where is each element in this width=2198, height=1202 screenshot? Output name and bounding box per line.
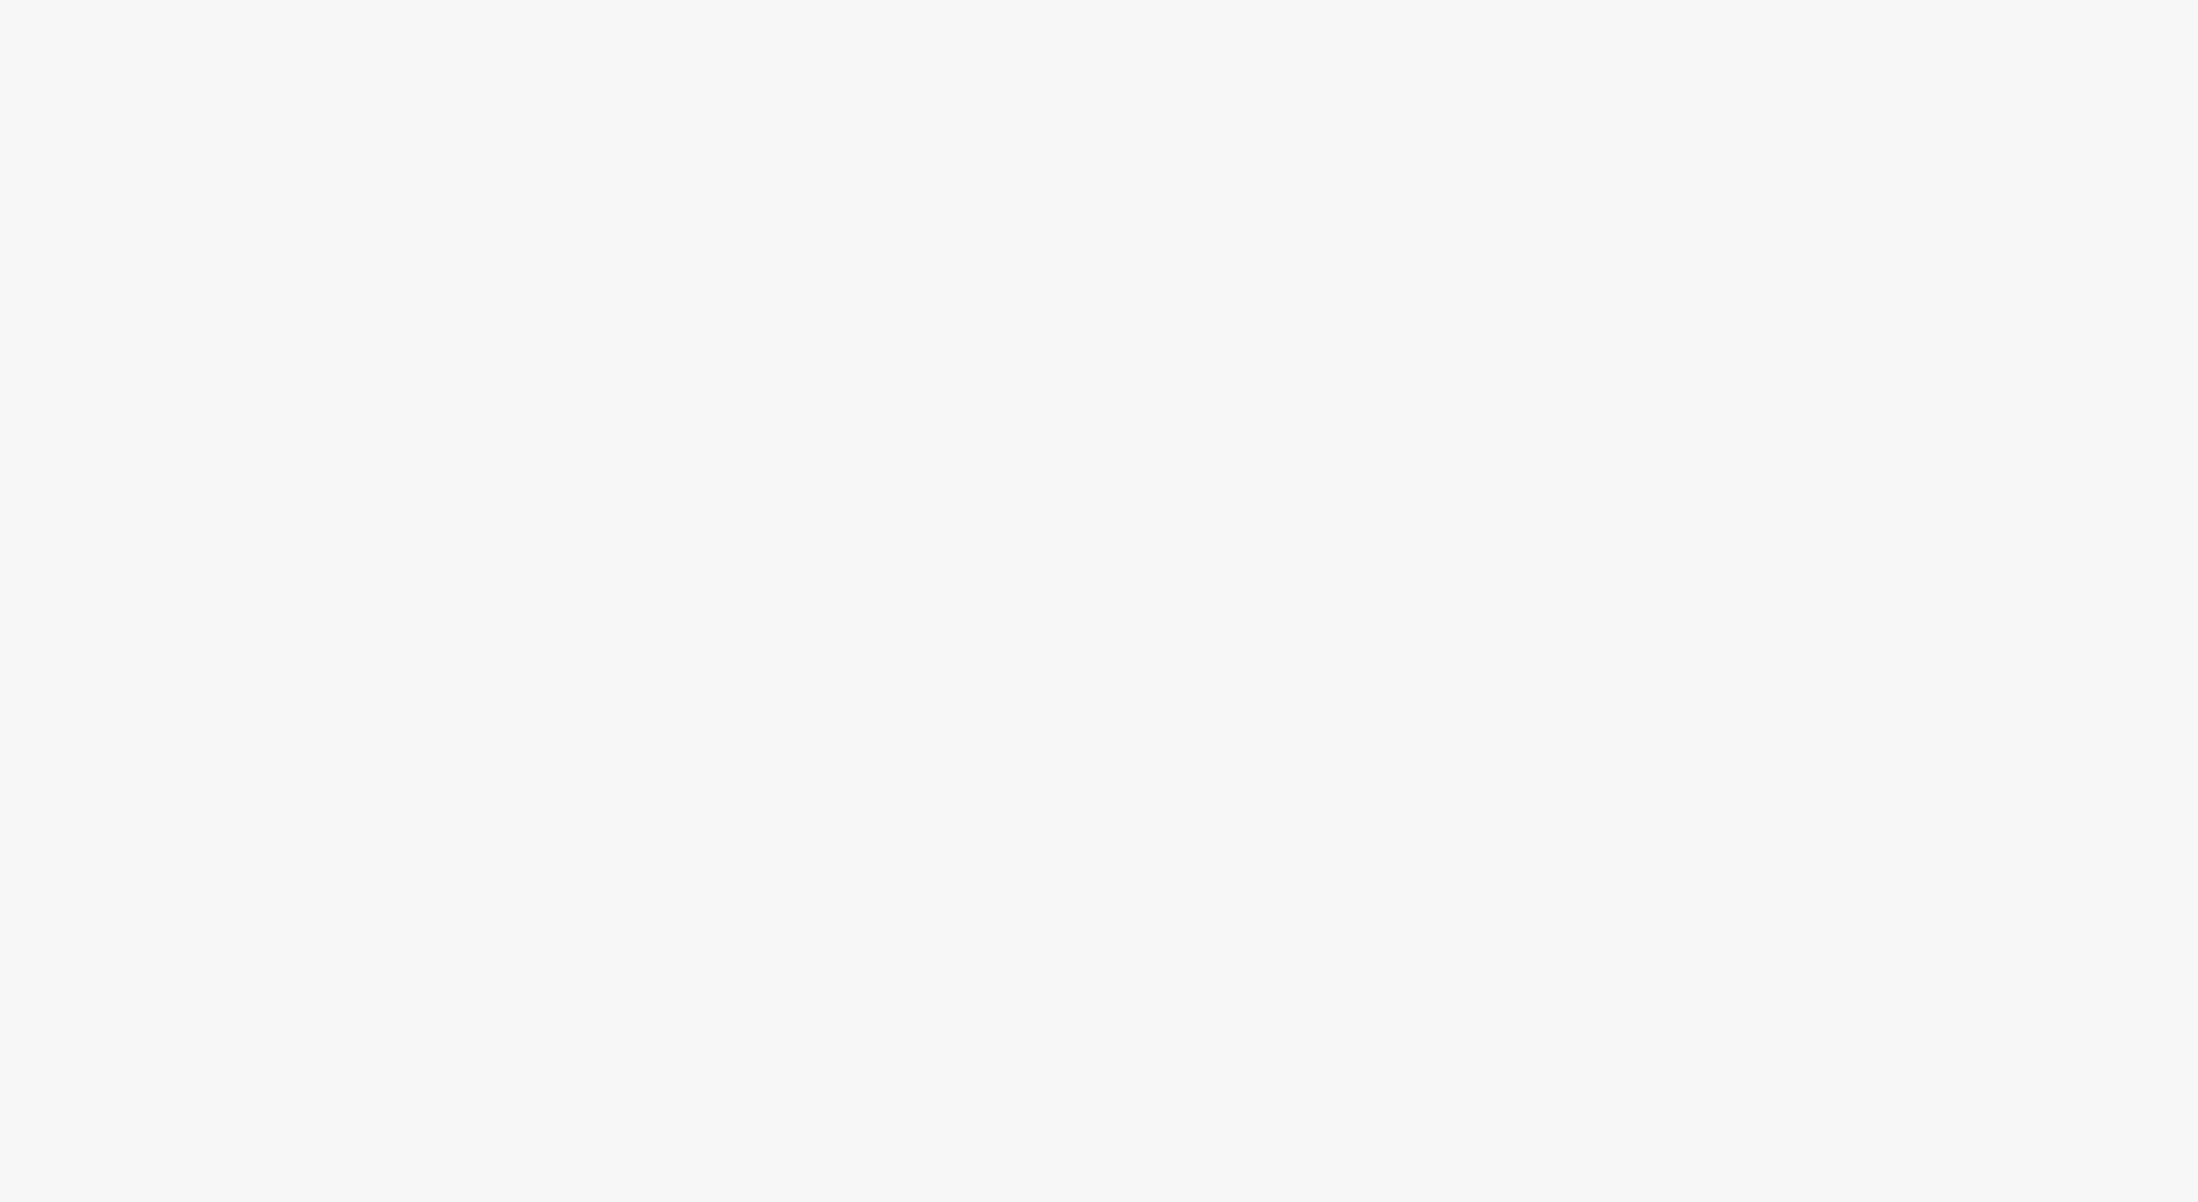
chart-panel	[0, 0, 2198, 1202]
screenshot-root	[0, 0, 2198, 1202]
iphone-installed-base-line-chart	[0, 0, 2198, 1202]
